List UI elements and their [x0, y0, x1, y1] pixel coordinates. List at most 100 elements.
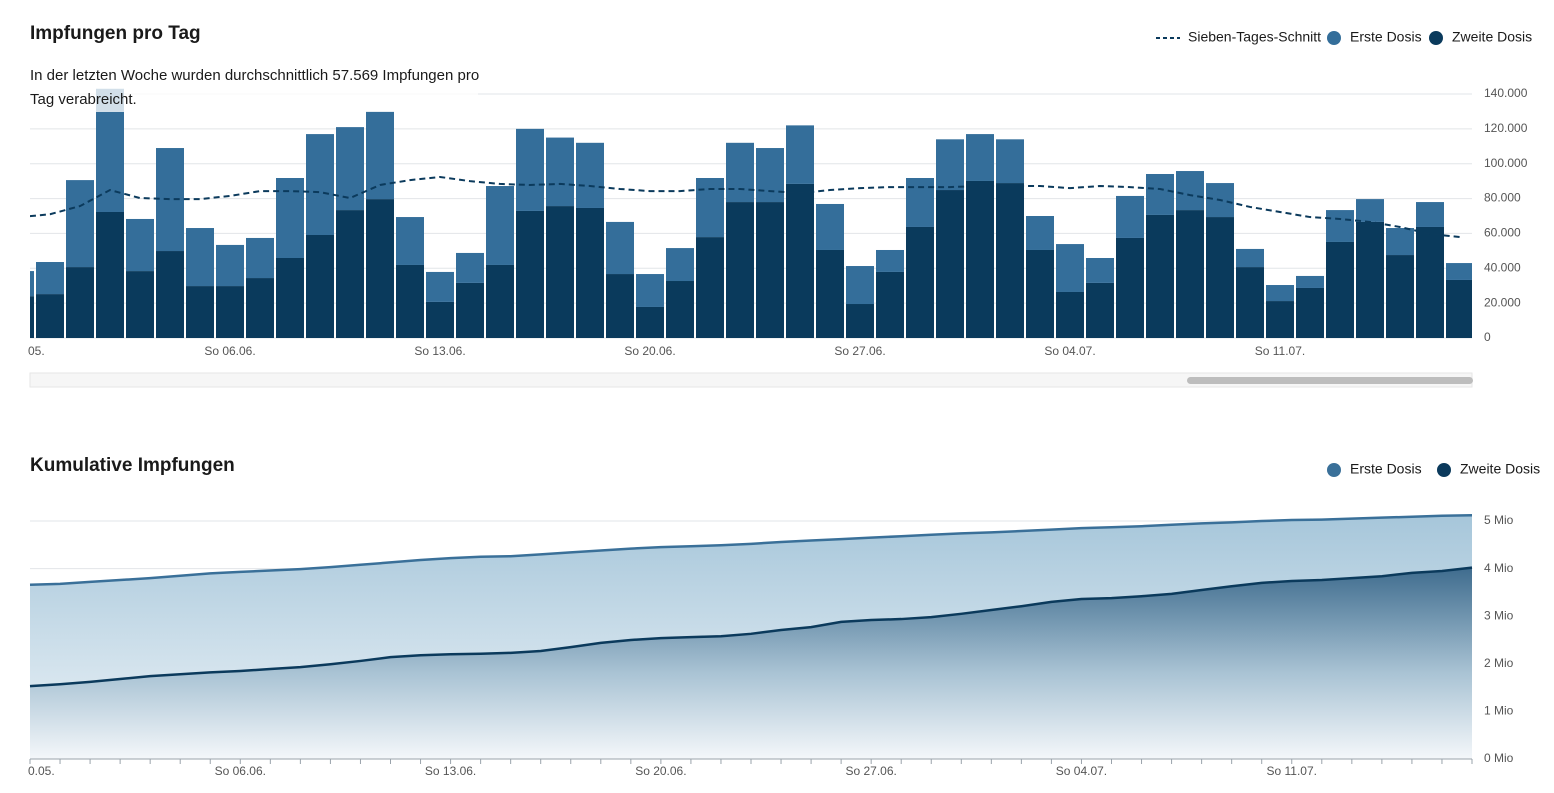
- bar-segment: [936, 190, 964, 338]
- bar-segment: [516, 128, 544, 211]
- subtitle-box: In der letzten Woche wurden durchschnitt…: [30, 67, 480, 108]
- bar-segment: [66, 267, 94, 338]
- x-tick-label: So 11.07.: [1267, 764, 1317, 778]
- x-tick-label: So 13.06.: [425, 764, 476, 778]
- bar-segment: [186, 228, 214, 287]
- bar-segment: [1386, 228, 1414, 256]
- bar-segment: [1146, 173, 1174, 215]
- x-tick-label: So 20.06.: [635, 764, 686, 778]
- legend-label: Erste Dosis: [1350, 29, 1422, 45]
- bar-segment: [30, 271, 34, 297]
- bar-segment: [1176, 171, 1204, 211]
- legend-label: Zweite Dosis: [1460, 461, 1540, 477]
- bar-segment: [1416, 202, 1444, 227]
- legend-label: Zweite Dosis: [1452, 29, 1532, 45]
- bar-segment: [1206, 217, 1234, 338]
- bar-segment: [126, 218, 154, 272]
- bar-segment: [1056, 291, 1084, 338]
- bar-segment: [36, 294, 64, 338]
- bar-segment: [336, 127, 364, 211]
- bar-segment: [1356, 199, 1384, 222]
- bar-segment: [786, 125, 814, 184]
- chart-title: Kumulative Impfungen: [30, 455, 235, 476]
- bar-segment: [276, 258, 304, 338]
- average-line: [30, 175, 1461, 239]
- bar-segment: [786, 183, 814, 338]
- bar-segment: [306, 134, 334, 235]
- chart-title: Impfungen pro Tag: [30, 23, 201, 44]
- subtitle: In der letzten Woche wurden durchschnitt…: [30, 67, 480, 108]
- legend-dot: [1327, 31, 1341, 45]
- bar-segment: [606, 274, 634, 338]
- bar-segment: [1056, 244, 1084, 292]
- x-tick-label: So 06.06.: [215, 764, 266, 778]
- x-tick-label: So 20.06.: [624, 344, 675, 358]
- bar-segment: [936, 139, 964, 191]
- bar-segment: [366, 111, 394, 200]
- bar-segment: [426, 301, 454, 338]
- bar-segment: [306, 234, 334, 338]
- bar-segment: [1236, 267, 1264, 338]
- bar-segment: [96, 211, 124, 338]
- area-line: [29, 566, 1473, 688]
- bar-segment: [1326, 241, 1354, 338]
- bar-segment: [756, 202, 784, 338]
- y-tick-label: 60.000: [1484, 226, 1521, 240]
- bar-segment: [396, 264, 424, 338]
- bar-segment: [216, 244, 244, 287]
- bar-segment: [846, 266, 874, 305]
- bar-segment: [186, 286, 214, 338]
- bar-segment: [486, 264, 514, 338]
- y-tick-label: 3 Mio: [1484, 608, 1514, 622]
- x-tick-label: 0.05.: [28, 764, 55, 778]
- bar-segment: [246, 237, 274, 279]
- bar-segment: [906, 226, 934, 338]
- bar-segment: [816, 249, 844, 338]
- y-tick-label: 140.000: [1484, 86, 1528, 100]
- scrollbar-thumb[interactable]: [1187, 377, 1473, 384]
- bar-segment: [696, 178, 724, 238]
- plot-area: [30, 88, 1472, 338]
- bar-segment: [666, 248, 694, 282]
- x-tick-label: So 27.06.: [845, 764, 896, 778]
- bar-segment: [1356, 221, 1384, 338]
- y-tick-label: 0: [1484, 330, 1491, 344]
- bar-segment: [1236, 248, 1264, 268]
- bar-segment: [726, 202, 754, 338]
- bar-segment: [636, 274, 664, 307]
- bar-segment: [216, 286, 244, 338]
- legend-label: Erste Dosis: [1350, 461, 1422, 477]
- bar-segment: [1026, 249, 1054, 338]
- cumulative-chart: Kumulative Impfungen 0 Mio 1 Mio 2 Mio 3 Mio…: [28, 455, 1540, 778]
- legend-dot: [1429, 31, 1443, 45]
- bar-segment: [1116, 237, 1144, 338]
- x-tick-label: So 04.07.: [1056, 764, 1107, 778]
- bar-segment: [366, 199, 394, 338]
- legend-dot: [1327, 463, 1341, 477]
- bar-segment: [1116, 195, 1144, 238]
- bar-segment: [996, 139, 1024, 184]
- bar-segment: [1296, 287, 1324, 338]
- y-tick-label: 40.000: [1484, 260, 1521, 274]
- bar-segment: [126, 271, 154, 338]
- bar-segment: [1176, 210, 1204, 338]
- bar-segment: [396, 217, 424, 265]
- y-tick-label: 80.000: [1484, 191, 1521, 205]
- bar-segment: [1086, 282, 1114, 338]
- bar-segment: [1266, 285, 1294, 302]
- area-line: [29, 514, 1473, 587]
- x-tick-label: So 04.07.: [1044, 344, 1095, 358]
- bar-segment: [336, 210, 364, 338]
- legend-label: Sieben-Tages-Schnitt: [1188, 29, 1321, 45]
- bar-segment: [246, 278, 274, 338]
- bar-segment: [546, 206, 574, 338]
- bar-segment: [666, 281, 694, 338]
- bar-segment: [996, 183, 1024, 338]
- x-tick-label: So 06.06.: [204, 344, 255, 358]
- y-tick-label: 5 Mio: [1484, 513, 1514, 527]
- bar-segment: [66, 180, 94, 268]
- bar-segment: [1026, 216, 1054, 250]
- bar-segment: [1266, 301, 1294, 338]
- bar-segment: [156, 148, 184, 252]
- bar-segment: [516, 210, 544, 338]
